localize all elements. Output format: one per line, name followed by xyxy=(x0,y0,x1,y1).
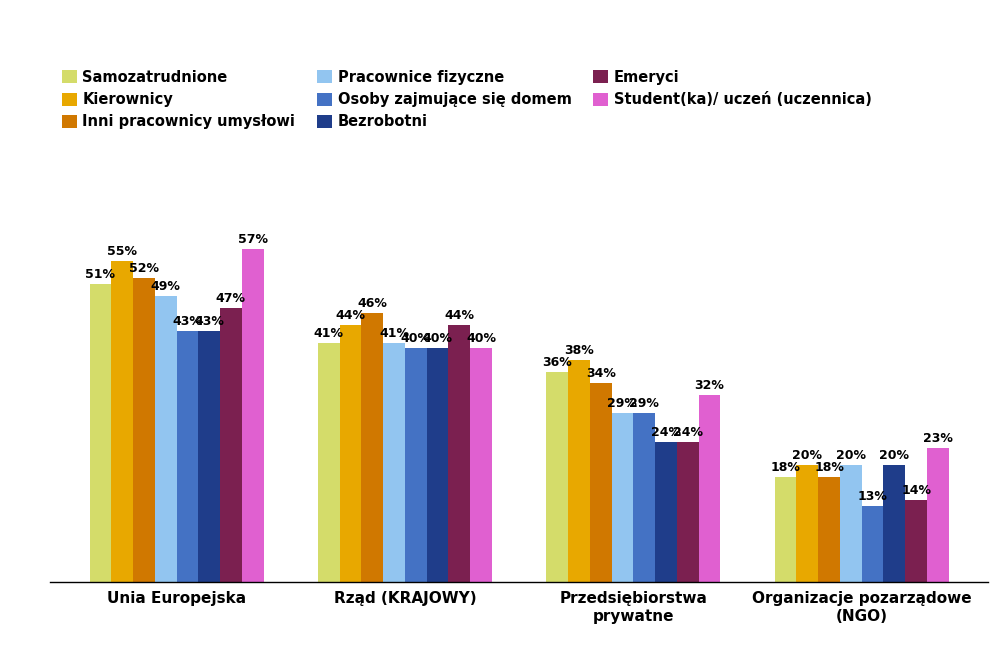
Text: 14%: 14% xyxy=(901,484,931,497)
Bar xyxy=(242,249,263,582)
Bar xyxy=(818,477,840,582)
Text: 38%: 38% xyxy=(564,344,594,357)
Text: 52%: 52% xyxy=(129,262,159,276)
Bar xyxy=(905,500,927,582)
Bar xyxy=(449,325,470,582)
Bar xyxy=(133,278,155,582)
Text: 13%: 13% xyxy=(858,490,887,503)
Bar xyxy=(699,395,721,582)
Text: 55%: 55% xyxy=(107,245,137,258)
Text: 44%: 44% xyxy=(336,309,366,322)
Bar xyxy=(90,284,111,582)
Text: 40%: 40% xyxy=(401,332,430,346)
Text: 24%: 24% xyxy=(651,426,681,439)
Text: 43%: 43% xyxy=(172,315,203,328)
Bar xyxy=(883,465,905,582)
Bar xyxy=(199,331,220,582)
Bar xyxy=(569,360,590,582)
Bar xyxy=(633,412,655,582)
Bar xyxy=(155,296,176,582)
Text: 40%: 40% xyxy=(422,332,453,346)
Text: 44%: 44% xyxy=(445,309,475,322)
Text: 20%: 20% xyxy=(879,449,909,462)
Bar xyxy=(362,313,383,582)
Text: 20%: 20% xyxy=(792,449,823,462)
Bar xyxy=(546,371,569,582)
Text: 57%: 57% xyxy=(238,233,268,247)
Text: 18%: 18% xyxy=(771,461,800,474)
Bar xyxy=(796,465,818,582)
Bar xyxy=(426,348,449,582)
Bar xyxy=(655,442,676,582)
Text: 40%: 40% xyxy=(466,332,496,346)
Text: 29%: 29% xyxy=(608,397,637,410)
Bar xyxy=(590,383,612,582)
Text: 24%: 24% xyxy=(672,426,703,439)
Bar xyxy=(340,325,362,582)
Text: 32%: 32% xyxy=(695,379,725,392)
Bar xyxy=(612,412,633,582)
Bar xyxy=(220,307,242,582)
Text: 20%: 20% xyxy=(836,449,866,462)
Bar xyxy=(111,261,133,582)
Bar xyxy=(176,331,199,582)
Text: 18%: 18% xyxy=(814,461,844,474)
Text: 41%: 41% xyxy=(379,327,409,340)
Bar xyxy=(318,342,340,582)
Text: 46%: 46% xyxy=(358,297,387,311)
Bar xyxy=(383,342,405,582)
Text: 23%: 23% xyxy=(923,432,953,445)
Text: 34%: 34% xyxy=(586,368,616,381)
Text: 41%: 41% xyxy=(313,327,344,340)
Bar xyxy=(676,442,699,582)
Text: 47%: 47% xyxy=(216,292,246,305)
Bar xyxy=(862,506,883,582)
Bar xyxy=(470,348,492,582)
Text: 29%: 29% xyxy=(629,397,659,410)
Bar xyxy=(775,477,796,582)
Text: 43%: 43% xyxy=(195,315,224,328)
Bar xyxy=(840,465,862,582)
Bar xyxy=(927,447,949,582)
Text: 51%: 51% xyxy=(86,268,116,282)
Legend: Samozatrudnione, Kierownicy, Inni pracownicy umysłowi, Pracownice fizyczne, Osob: Samozatrudnione, Kierownicy, Inni pracow… xyxy=(57,65,876,134)
Text: 36%: 36% xyxy=(542,356,573,369)
Bar xyxy=(405,348,426,582)
Text: 49%: 49% xyxy=(151,280,180,293)
